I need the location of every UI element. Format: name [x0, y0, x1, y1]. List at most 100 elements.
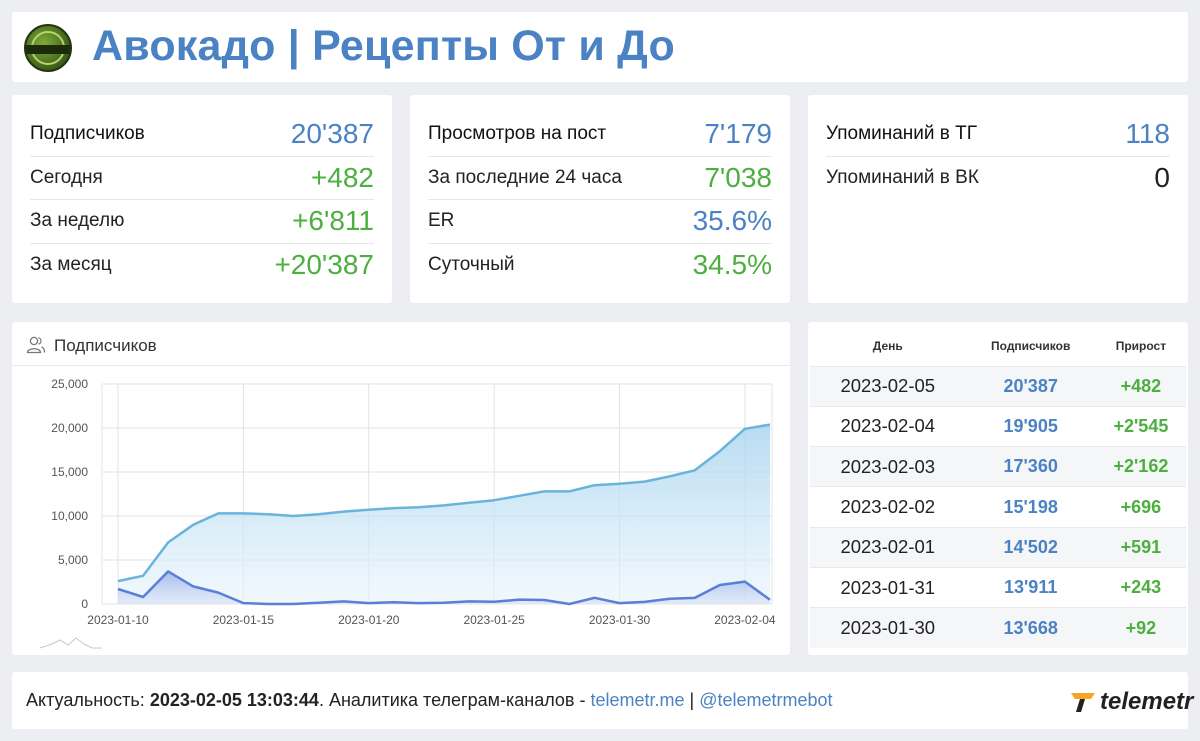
cell-date: 2023-01-30 [810, 607, 966, 649]
table-row: 2023-01-31 13'911 +243 [810, 566, 1186, 608]
stat-row: Сегодня +482 [30, 157, 374, 200]
cell-date: 2023-02-02 [810, 486, 966, 528]
x-tick-label: 2023-01-10 [87, 613, 149, 627]
navigator-mini-chart [39, 637, 102, 649]
stat-row: За неделю +6'811 [30, 200, 374, 244]
y-tick-label: 15,000 [51, 465, 88, 479]
column-header-growth: Прирост [1115, 338, 1167, 353]
stat-value: 34.5% [692, 249, 772, 281]
cell-growth: +243 [1095, 566, 1186, 608]
footer-text: Актуальность: 2023-02-05 13:03:44. Анали… [26, 690, 833, 711]
telemetr-logo-icon [1071, 693, 1095, 712]
cell-growth: +696 [1095, 486, 1186, 528]
stat-label: Подписчиков [30, 123, 145, 145]
freshness-label: Актуальность: [26, 690, 145, 710]
mentions-card: Упоминаний в ТГ 118 Упоминаний в ВК 0 [808, 95, 1188, 303]
cell-subscribers: 14'502 [965, 526, 1096, 568]
series-line [117, 423, 771, 583]
users-icon [26, 336, 46, 354]
stat-label: За месяц [30, 254, 112, 276]
subscribers-card: Подписчиков 20'387 Сегодня +482 За недел… [12, 95, 392, 303]
cell-subscribers: 13'911 [965, 566, 1096, 608]
cell-date: 2023-02-04 [810, 405, 966, 447]
y-tick-label: 25,000 [51, 377, 88, 391]
x-tick-label: 2023-01-20 [338, 613, 400, 627]
stat-label: Упоминаний в ВК [826, 167, 979, 189]
cell-subscribers: 13'668 [965, 607, 1096, 649]
cell-growth: +591 [1095, 526, 1186, 568]
telemetr-site-link[interactable]: telemetr.me [590, 690, 685, 710]
subscribers-chart: 0 5,000 10,000 15,000 20,000 25,000 2023-01-10… [39, 377, 776, 649]
cell-subscribers: 15'198 [965, 486, 1096, 528]
chart-title: Подписчиков [54, 336, 157, 355]
telemetr-brand[interactable]: telemetr [1070, 688, 1193, 716]
stat-label: За последние 24 часа [428, 166, 622, 188]
x-tick-label: 2023-01-25 [463, 613, 525, 627]
cell-growth: +482 [1095, 365, 1186, 407]
freshness-timestamp: 2023-02-05 13:03:44 [149, 690, 319, 710]
stat-row: ER 35.6% [428, 200, 772, 244]
header-panel: Авокадо | Рецепты От и До [12, 12, 1188, 82]
cell-growth: +2'545 [1095, 405, 1186, 447]
y-tick-label: 20,000 [51, 421, 88, 435]
x-tick-label: 2023-02-04 [714, 613, 776, 627]
cell-subscribers: 20'387 [965, 365, 1096, 407]
series-area [118, 424, 770, 604]
stat-value: 0 [1154, 162, 1170, 194]
stat-label: Упоминаний в ТГ [826, 123, 978, 145]
stat-row: Подписчиков 20'387 [30, 113, 374, 157]
series-area [118, 571, 770, 604]
footer-panel: Актуальность: 2023-02-05 13:03:44. Анали… [12, 672, 1193, 729]
cell-growth: +2'162 [1095, 446, 1186, 487]
table-header-row: День Подписчиков Прирост [810, 326, 1186, 366]
telemetr-bot-link[interactable]: @telemetrmebot [699, 690, 833, 710]
stat-label: За неделю [30, 210, 125, 232]
cell-growth: +92 [1095, 607, 1186, 649]
subscribers-chart-panel: Подписчиков 0 5,000 10,000 15,000 20,000 25,0… [12, 322, 790, 655]
cell-subscribers: 19'905 [965, 405, 1096, 447]
table-row: 2023-02-01 14'502 +591 [810, 526, 1186, 568]
cell-date: 2023-02-05 [810, 365, 966, 407]
y-tick-label: 5,000 [58, 553, 88, 567]
table-row: 2023-02-04 19'905 +2'545 [810, 405, 1186, 447]
table-row: 2023-01-30 13'668 +92 [810, 607, 1186, 649]
footer-description: . Аналитика телеграм-каналов - [318, 690, 591, 710]
page-title: Авокадо | Рецепты От и До [92, 22, 675, 70]
stat-row: За последние 24 часа 7'038 [428, 157, 772, 200]
x-tick-label: 2023-01-15 [213, 613, 275, 627]
stat-value: 35.6% [692, 205, 772, 237]
stat-value: 118 [1125, 118, 1170, 150]
y-tick-label: 10,000 [51, 509, 88, 523]
stat-row: Упоминаний в ТГ 118 [826, 113, 1170, 157]
stat-row: Упоминаний в ВК 0 [826, 157, 1170, 201]
series-line [117, 570, 771, 606]
cell-date: 2023-02-01 [810, 526, 966, 568]
daily-table: День Подписчиков Прирост 2023-02-05 20'3… [810, 326, 1186, 649]
chart-header: Подписчиков [12, 322, 790, 366]
table-row: 2023-02-02 15'198 +696 [810, 486, 1186, 528]
stat-value: +20'387 [274, 249, 374, 281]
cell-subscribers: 17'360 [965, 446, 1096, 487]
column-header-subscribers: Подписчиков [991, 338, 1071, 353]
cell-date: 2023-01-31 [810, 566, 966, 608]
cell-date: 2023-02-03 [810, 446, 966, 487]
stat-value: +6'811 [292, 205, 374, 237]
telemetr-brand-name: telemetr [1100, 688, 1194, 715]
stat-value: 7'179 [704, 118, 772, 150]
stat-value: +482 [310, 161, 374, 193]
y-tick-label: 0 [81, 597, 88, 611]
table-row: 2023-02-03 17'360 +2'162 [810, 446, 1186, 487]
footer-separator: | [684, 690, 700, 710]
daily-table-panel: День Подписчиков Прирост 2023-02-05 20'3… [808, 322, 1188, 655]
views-card: Просмотров на пост 7'179 За последние 24… [410, 95, 790, 303]
stat-label: ER [428, 210, 455, 232]
stat-label: Суточный [428, 254, 515, 276]
stat-row: Просмотров на пост 7'179 [428, 113, 772, 157]
stat-value: 20'387 [290, 118, 374, 150]
stat-value: 7'038 [704, 161, 772, 193]
x-tick-label: 2023-01-30 [589, 613, 651, 627]
column-header-day: День [872, 338, 903, 353]
stat-row: За месяц +20'387 [30, 244, 374, 288]
stat-label: Сегодня [30, 166, 103, 188]
stat-row: Суточный 34.5% [428, 244, 772, 288]
